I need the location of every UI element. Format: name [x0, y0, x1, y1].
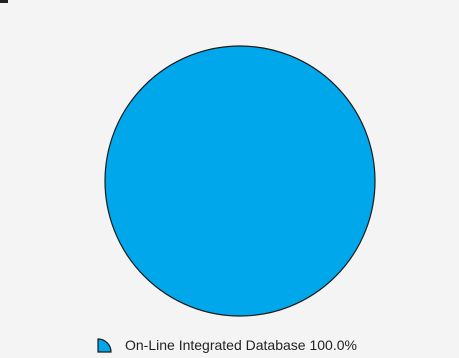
pie-chart: [104, 45, 376, 317]
legend: On-Line Integrated Database 100.0%: [95, 336, 357, 354]
legend-entry-label: On-Line Integrated Database 100.0%: [125, 337, 357, 353]
corner-mark: [0, 0, 8, 3]
pie-slice-0: [104, 45, 376, 317]
legend-swatch-icon: [97, 338, 112, 353]
